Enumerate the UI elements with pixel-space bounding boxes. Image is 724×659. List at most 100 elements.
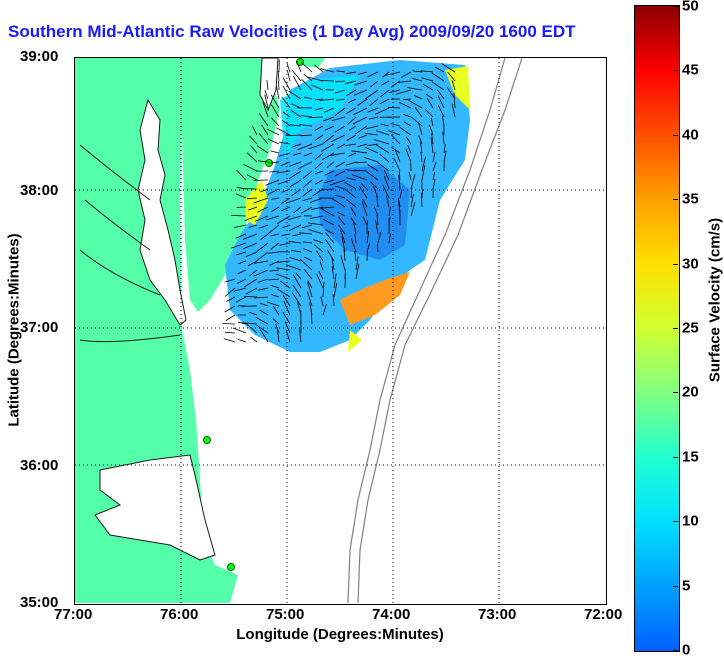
velocity-arrow [308, 143, 324, 150]
velocity-arrow [307, 281, 313, 298]
x-tick-label: 72:00 [584, 606, 623, 623]
velocity-arrow [249, 269, 258, 277]
velocity-arrow [281, 97, 291, 109]
velocity-arrow [365, 132, 379, 136]
velocity-arrow [397, 80, 412, 83]
velocity-arrow [270, 242, 280, 250]
velocity-arrow [303, 96, 313, 100]
velocity-arrow [335, 98, 346, 101]
velocity-arrow [324, 238, 335, 253]
velocity-arrow [279, 242, 291, 246]
velocity-arrow [285, 330, 291, 343]
velocity-arrow [269, 260, 280, 266]
velocity-arrow [302, 188, 313, 197]
velocity-arrow [345, 161, 357, 166]
velocity-arrow [403, 121, 412, 127]
x-tick-label: 75:00 [266, 606, 305, 623]
velocity-arrow [293, 274, 302, 289]
colorbar-tick-label: 40 [682, 126, 699, 144]
velocity-arrow [308, 229, 324, 235]
potomac-river [79, 144, 181, 343]
velocity-arrow [230, 242, 247, 249]
grid-lines [75, 58, 605, 603]
velocity-arrow [309, 197, 324, 203]
velocity-arrow [383, 169, 390, 181]
velocity-arrow [259, 302, 269, 307]
velocity-arrow [353, 89, 368, 96]
velocity-arrow [297, 143, 313, 151]
velocity-arrow [430, 137, 434, 154]
velocity-arrow [411, 116, 423, 127]
colorbar-tick-mark [673, 650, 678, 651]
velocity-arrow [402, 98, 412, 101]
velocity-arrow [276, 170, 291, 174]
velocity-arrow [265, 215, 280, 221]
velocity-arrow [235, 296, 247, 303]
velocity-arrow [293, 76, 302, 91]
velocity-arrow [334, 170, 346, 177]
velocity-arrow [235, 193, 247, 199]
velocity-arrow [359, 186, 368, 199]
velocity-arrow [354, 169, 368, 172]
velocity-arrow [266, 301, 280, 307]
velocity-arrow [327, 250, 335, 262]
velocity-arrow [334, 194, 346, 199]
colorbar-tick-mark [673, 199, 678, 201]
colorbar-tick-mark [673, 263, 678, 265]
velocity-arrow [345, 143, 357, 147]
velocity-arrow [310, 84, 324, 91]
velocity-arrow [280, 280, 291, 289]
velocity-arrow [447, 71, 456, 82]
pamlico-sound [94, 454, 216, 561]
velocity-arrow [326, 161, 335, 168]
velocity-arrow [246, 152, 258, 163]
velocity-arrow [399, 189, 403, 199]
map-title: Southern Mid-Atlantic Raw Velocities (1 … [8, 22, 576, 41]
velocity-arrow [421, 156, 426, 172]
velocity-arrow [331, 198, 346, 208]
velocity-arrow [324, 125, 335, 131]
velocity-arrow [375, 220, 379, 235]
velocity-arrow [248, 224, 258, 228]
velocity-arrow [224, 278, 236, 283]
velocity-arrow [336, 70, 346, 73]
velocity-arrow [426, 98, 434, 109]
velocity-arrow [248, 311, 258, 316]
velocity-arrow [275, 273, 291, 280]
velocity-arrow [337, 211, 346, 217]
velocity-arrow [332, 293, 335, 307]
y-tick-label: 37:00 [20, 319, 59, 336]
velocity-arrow [413, 95, 423, 100]
velocity-arrow [278, 80, 280, 91]
velocity-arrow [357, 143, 368, 148]
velocity-arrow [315, 179, 324, 185]
delaware-bay [259, 58, 279, 112]
y-axis-label: Latitude (Degrees:Minutes) [5, 233, 23, 427]
velocity-arrow [256, 324, 269, 334]
velocity-arrow [224, 287, 236, 297]
velocity-arrow [388, 130, 401, 136]
velocity-arrow [431, 81, 445, 91]
colorbar-tick-label: 15 [682, 448, 699, 466]
velocity-arrow [304, 256, 313, 262]
velocity-arrow [296, 60, 302, 73]
colorbar-tick-label: 10 [682, 512, 699, 530]
velocity-arrow [272, 305, 280, 316]
velocity-arrow [333, 273, 337, 289]
velocity-arrow [300, 259, 313, 271]
velocity-arrow [380, 89, 390, 98]
velocity-arrow [256, 242, 269, 252]
velocity-arrow [370, 181, 379, 190]
velocity-arrow [236, 169, 247, 181]
velocity-arrow [302, 197, 313, 202]
colorbar-tick-label: 20 [682, 383, 699, 401]
velocity-arrow [337, 216, 346, 226]
velocity-arrow [259, 309, 269, 316]
velocity-arrow [250, 336, 258, 343]
velocity-arrow [310, 308, 313, 325]
velocity-arrow [282, 120, 291, 127]
velocity-arrow [383, 175, 390, 190]
colorbar-tick-label: 30 [682, 255, 699, 273]
chesapeake-bay [137, 98, 187, 326]
velocity-arrow [282, 294, 291, 307]
